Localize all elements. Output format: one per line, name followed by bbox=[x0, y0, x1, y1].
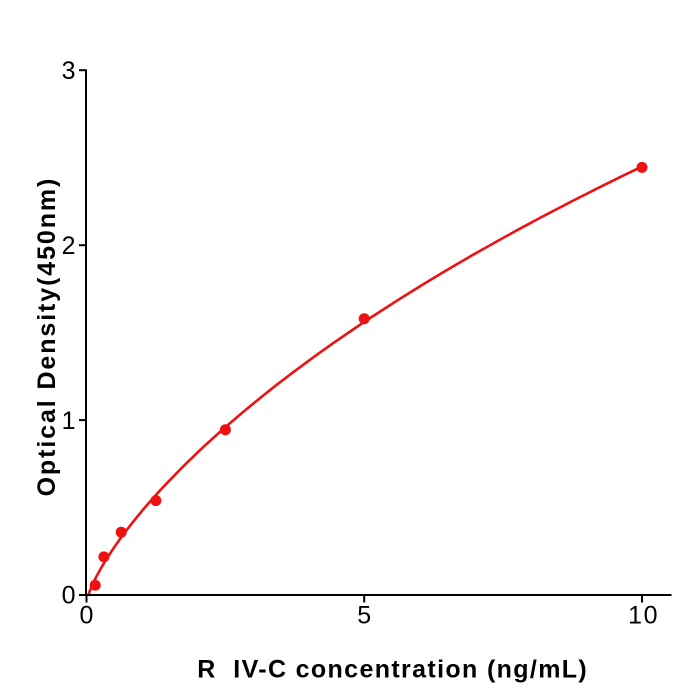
svg-text:10: 10 bbox=[628, 602, 659, 630]
svg-text:R IV-C concentration (ng/mL): R IV-C concentration (ng/mL) bbox=[197, 656, 588, 684]
svg-text:2: 2 bbox=[62, 232, 76, 260]
svg-text:0: 0 bbox=[80, 602, 94, 630]
svg-text:3: 3 bbox=[62, 57, 76, 85]
svg-text:0: 0 bbox=[62, 582, 76, 610]
svg-text:1: 1 bbox=[62, 407, 76, 435]
svg-text:Optical Density(450nm): Optical Density(450nm) bbox=[33, 177, 61, 497]
svg-text:5: 5 bbox=[357, 602, 371, 630]
